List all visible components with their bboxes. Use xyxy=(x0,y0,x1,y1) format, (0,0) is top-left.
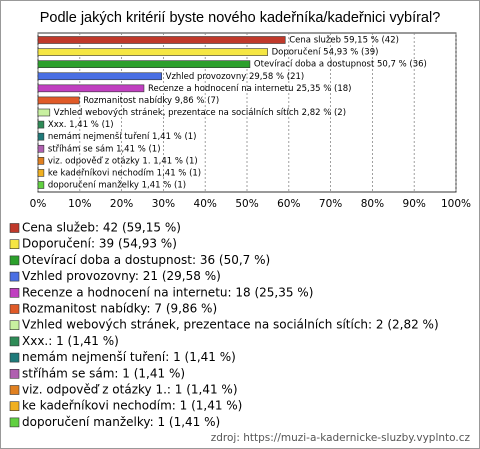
legend-swatch xyxy=(9,304,20,314)
legend-swatch xyxy=(9,320,20,331)
bar-label: ke kadeřníkovi nechodím 1,41 % (1) xyxy=(48,168,201,178)
legend-label: Recenze a hodnocení na internetu: 18 (25… xyxy=(22,285,313,299)
x-tick-label: 60% xyxy=(277,198,300,210)
bar-label: Cena služeb 59,15 % (42) xyxy=(289,36,399,46)
x-tick-label: 40% xyxy=(194,198,217,210)
legend-label: Cena služeb: 42 (59,15 %) xyxy=(22,221,181,235)
bar-label: doporučení manželky 1,41 % (1) xyxy=(48,180,186,191)
bar xyxy=(37,96,80,105)
bar-label: stříhám se sám 1,41 % (1) xyxy=(48,144,161,154)
bar-label: Vzhled webových stránek, prezentace na s… xyxy=(54,108,346,118)
legend-swatch xyxy=(9,336,20,347)
source: zdroj: https://muzi-a-kadernicke-sluzby.… xyxy=(211,432,471,444)
bar-label: Rozmanitost nabídky 9,86 % (7) xyxy=(83,96,219,106)
x-tick-label: 50% xyxy=(235,198,258,210)
legend-swatch xyxy=(9,352,20,363)
bar xyxy=(37,108,51,117)
legend-label: Vzhled webových stránek, prezentace na s… xyxy=(22,318,439,332)
legend-label: Vzhled provozovny: 21 (29,58 %) xyxy=(22,269,221,283)
legend-swatch xyxy=(9,287,20,298)
bar xyxy=(37,144,45,153)
legend-swatch xyxy=(9,239,20,249)
legend-label: nemám nejmenší tuření: 1 (1,41 %) xyxy=(22,350,236,364)
bar xyxy=(37,84,145,93)
bar xyxy=(37,169,45,177)
x-tick-label: 80% xyxy=(361,198,384,210)
bar-label: Xxx. 1,41 % (1) xyxy=(48,120,114,130)
x-tick-label: 90% xyxy=(403,198,426,210)
x-tick-label: 10% xyxy=(68,198,91,210)
legend-swatch xyxy=(9,368,20,379)
bar xyxy=(37,181,45,189)
chart-title: Podle jakých kritérií byste nového kadeř… xyxy=(40,10,441,26)
legend-label: stříhám se sám: 1 (1,41 %) xyxy=(22,366,185,380)
x-tick-label: 0% xyxy=(30,198,47,210)
x-tick-label: 70% xyxy=(319,198,342,210)
x-tick-label: 20% xyxy=(110,198,133,210)
bar xyxy=(37,36,286,44)
legend-swatch xyxy=(9,255,20,266)
legend-label: Otevírací doba a dostupnost: 36 (50,7 %) xyxy=(22,253,270,267)
x-tick-label: 30% xyxy=(152,198,175,210)
bar xyxy=(37,132,45,141)
legend-label: Xxx.: 1 (1,41 %) xyxy=(22,334,119,348)
bar-label: Otevírací doba a dostupnost 50,7 % (36) xyxy=(254,60,427,70)
bar xyxy=(37,120,45,129)
bar-label: viz. odpověď z otázky 1. 1,41 % (1) xyxy=(48,156,198,166)
legend-label: doporučení manželky: 1 (1,41 %) xyxy=(22,415,220,429)
legend-label: Rozmanitost nabídky: 7 (9,86 %) xyxy=(22,302,217,316)
bar xyxy=(37,157,45,165)
x-tick-label: 100% xyxy=(441,198,471,210)
legend-label: Doporučení: 39 (54,93 %) xyxy=(22,237,177,251)
legend-label: viz. odpověď z otázky 1.: 1 (1,41 %) xyxy=(22,383,238,397)
bar-label: Vzhled provozovny 29,58 % (21) xyxy=(166,72,305,82)
legend-swatch xyxy=(9,385,20,395)
legend-swatch xyxy=(9,401,20,412)
bar-label: Doporučení 54,93 % (39) xyxy=(272,47,379,58)
bar xyxy=(37,60,251,68)
legend-swatch xyxy=(9,223,20,233)
legend-swatch xyxy=(9,271,20,282)
bar xyxy=(37,48,268,56)
bar-label: Recenze a hodnocení na internetu 25,35 %… xyxy=(148,84,352,94)
legend-swatch xyxy=(9,417,20,428)
bar xyxy=(37,72,162,81)
legend-label: ke kadeřníkovi nechodím: 1 (1,41 %) xyxy=(22,399,242,413)
bar-label: nemám nejmenší tuření 1,41 % (1) xyxy=(48,131,197,142)
